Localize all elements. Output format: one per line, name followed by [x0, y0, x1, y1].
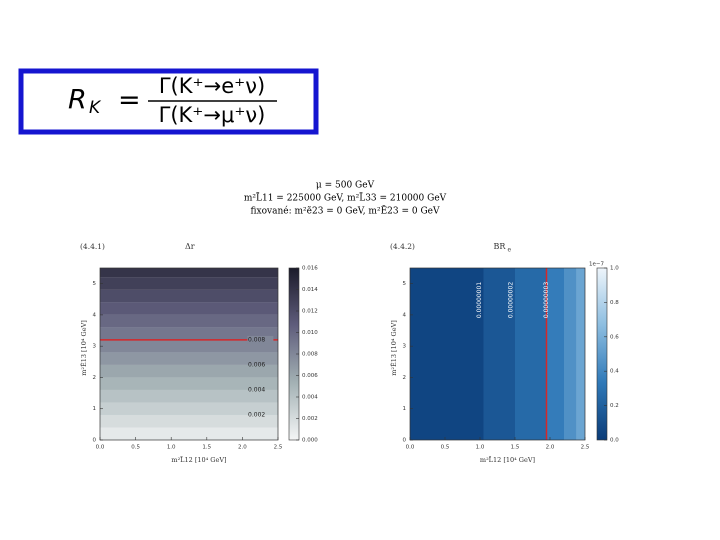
contour-band — [100, 277, 278, 290]
colorbar-tick-label: 1.0 — [610, 266, 619, 272]
x-tick-label: 0.0 — [96, 445, 105, 451]
contour-band — [410, 268, 484, 440]
formula-lhs-sub: K — [89, 98, 102, 118]
x-tick-label: 0.5 — [131, 445, 140, 451]
contour-band — [100, 377, 278, 390]
colorbar-tick-label: 0.014 — [302, 287, 318, 293]
x-tick-label: 0.5 — [441, 445, 450, 451]
y-tick-label: 4 — [93, 312, 97, 318]
header-line: m²L̃11 = 225000 GeV, m²L̃33 = 210000 GeV — [244, 192, 447, 204]
y-tick-label: 3 — [93, 344, 97, 350]
colorbar-tick-label: 0.002 — [302, 416, 318, 422]
colorbar — [596, 267, 608, 441]
contour-band — [100, 339, 278, 353]
formula-equals: = — [118, 85, 141, 116]
contour-band — [100, 414, 278, 428]
y-tick-label: 1 — [403, 406, 407, 412]
contour-band — [100, 427, 278, 440]
contour-label: 0.00000001 — [476, 282, 483, 318]
contour-band — [100, 389, 278, 403]
formula-denominator: Γ(K⁺→μ⁺ν) — [159, 103, 266, 127]
contour-band — [100, 352, 278, 365]
contour-band — [564, 268, 577, 440]
contour-band — [515, 268, 547, 440]
x-tick-label: 1.0 — [476, 445, 485, 451]
header-line: fixované: m²ẽ23 = 0 GeV, m²Ẽ23 = 0 GeV — [251, 205, 440, 217]
contour-band — [100, 314, 278, 328]
x-axis-label: m²L̃12 [10⁴ GeV] — [480, 456, 535, 464]
contour-band — [100, 268, 278, 278]
colorbar-tick-label: 0.008 — [302, 352, 318, 358]
chart-title-sub: e — [508, 247, 512, 254]
contour-band — [100, 327, 278, 340]
x-tick-label: 0.0 — [406, 445, 415, 451]
contour-band — [100, 364, 278, 378]
contour-band — [576, 268, 585, 440]
y-tick-label: 2 — [403, 375, 407, 381]
y-tick-label: 0 — [93, 438, 97, 444]
y-tick-label: 5 — [93, 281, 97, 287]
x-tick-label: 1.5 — [511, 445, 520, 451]
contour-label: 0.00000003 — [543, 282, 550, 318]
colorbar-tick-label: 0.2 — [610, 403, 619, 409]
contour-label: 0.006 — [248, 361, 265, 368]
colorbar-tick-label: 0.000 — [302, 438, 318, 444]
plot-frame — [409, 267, 586, 441]
y-tick-label: 2 — [93, 375, 97, 381]
colorbar-tick-label: 0.012 — [302, 309, 318, 315]
formula-numerator: Γ(K⁺→e⁺ν) — [159, 74, 265, 98]
chart-title: BR — [494, 242, 507, 251]
colorbar-tick-label: 0.006 — [302, 373, 318, 379]
x-tick-label: 2.5 — [581, 445, 590, 451]
contour-label-bg — [247, 335, 274, 344]
y-tick-label: 0 — [403, 438, 407, 444]
plot-frame — [99, 267, 279, 441]
colorbar-tick-label: 0.8 — [610, 300, 619, 306]
panel-label: (4.4.1) — [80, 242, 105, 251]
y-axis-label: m²Ẽ13 [10⁴ GeV] — [389, 320, 398, 376]
y-tick-label: 5 — [403, 281, 407, 287]
contour-label: 0.00000002 — [508, 282, 515, 318]
contour-band — [100, 302, 278, 315]
contour-band — [483, 268, 515, 440]
header-line: μ = 500 GeV — [316, 181, 375, 191]
colorbar-tick-label: 0.4 — [610, 369, 619, 375]
y-axis-label: m²Ẽ13 [10⁴ GeV] — [79, 320, 88, 376]
x-tick-label: 2.0 — [238, 445, 247, 451]
colorbar-tick-label: 0.6 — [610, 334, 619, 340]
contour-band — [100, 402, 278, 415]
x-tick-label: 1.5 — [202, 445, 211, 451]
colorbar-offset: 1e−7 — [589, 262, 604, 268]
colorbar-tick-label: 0.010 — [302, 330, 318, 336]
contour-label: 0.008 — [248, 336, 265, 343]
x-tick-label: 2.5 — [274, 445, 283, 451]
colorbar-tick-label: 0.004 — [302, 395, 318, 401]
y-tick-label: 1 — [93, 406, 97, 412]
x-tick-label: 1.0 — [167, 445, 176, 451]
colorbar-tick-label: 0.016 — [302, 266, 318, 272]
formula-lhs: R — [68, 85, 87, 116]
y-tick-label: 3 — [403, 344, 407, 350]
contour-band — [100, 289, 278, 303]
panel-label: (4.4.2) — [390, 242, 415, 251]
contour-band — [546, 268, 564, 440]
contour-label: 0.004 — [248, 386, 265, 393]
colorbar-tick-label: 0.0 — [610, 438, 619, 444]
chart-title: Δr — [185, 242, 195, 251]
contour-label: 0.002 — [248, 411, 265, 418]
x-tick-label: 2.0 — [546, 445, 555, 451]
x-axis-label: m²L̃12 [10⁴ GeV] — [171, 456, 226, 464]
y-tick-label: 4 — [403, 312, 407, 318]
